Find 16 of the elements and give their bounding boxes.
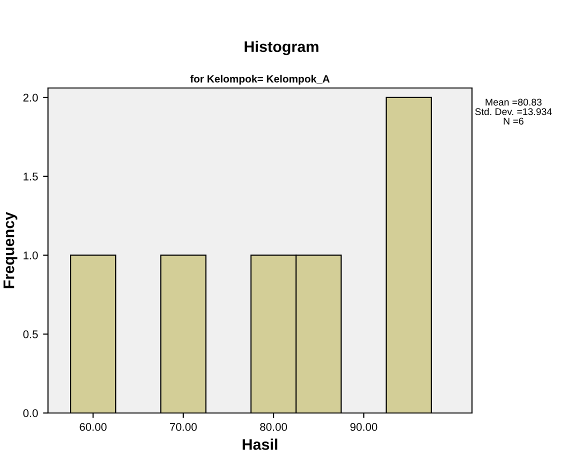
y-tick-label: 1.5 [24, 172, 38, 180]
x-axis-title: Hasil [242, 438, 278, 450]
y-tick-label: 0.5 [23, 330, 38, 338]
y-axis-title: Frequency [4, 212, 18, 288]
chart-subtitle: for Kelompok= Kelompok_A [190, 74, 330, 85]
y-tick-label: 2.0 [23, 94, 38, 102]
x-tick-label: 80.00 [260, 423, 287, 431]
text: Std. Dev. =13.934 [475, 108, 552, 116]
x-tick-label: 60.00 [80, 423, 107, 431]
text: N =6 [504, 118, 524, 125]
text: Mean =80.83 [486, 98, 542, 106]
x-tick-label: 70.00 [170, 423, 197, 431]
y-tick-label: 1.0 [24, 252, 38, 260]
y-tick-label: 0.0 [23, 409, 38, 418]
x-tick-label: 90.00 [350, 423, 378, 431]
chart-title: Histogram [244, 40, 318, 56]
